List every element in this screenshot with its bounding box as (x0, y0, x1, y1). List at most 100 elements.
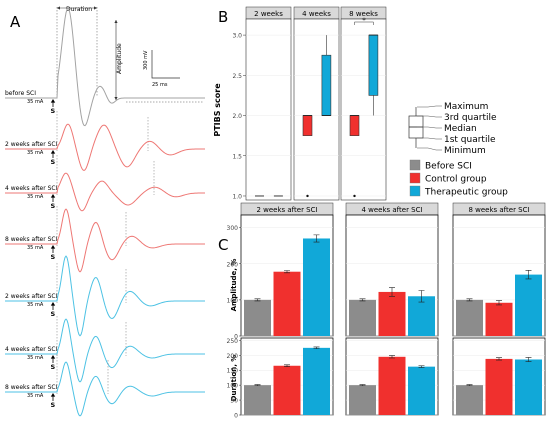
emg-trace-7 (5, 361, 205, 417)
emg-trace-3 (5, 172, 206, 212)
stim-mark-5: S (51, 310, 56, 318)
ptibs-box (321, 54, 332, 116)
bar-tick-label: 300 (227, 225, 239, 232)
ptibs-y-axis-label: PTIBS score (213, 83, 222, 137)
stim-arrow-4 (50, 245, 56, 249)
bar-control-group (273, 271, 301, 336)
trace-group-3: 4 weeks after SCI 35 mA S (5, 155, 206, 212)
stim-arrow-7 (50, 393, 56, 397)
bar-tick-label: 150 (227, 368, 239, 375)
trace-label-7: 8 weeks after SCI (5, 384, 58, 391)
stim-mark-6: S (51, 363, 56, 371)
stim-arrow-6 (50, 355, 56, 359)
stim-mark-1: S (51, 107, 56, 115)
error-bar (313, 346, 320, 350)
bar-before-sci (349, 385, 376, 415)
trace-label-2: 2 weeks after SCI (5, 141, 58, 148)
legend-box-item: Median (444, 124, 477, 134)
ptibs-box (349, 115, 360, 136)
trace-label-3: 4 weeks after SCI (5, 185, 58, 192)
trace-label-4: 8 weeks after SCI (5, 236, 58, 243)
emg-trace-5 (5, 255, 205, 337)
bar-tick-label: 200 (227, 353, 239, 360)
stim-arrow-5 (50, 302, 56, 306)
bar-therapeutic-group (515, 274, 542, 336)
stim-intensity-4: 35 mA (27, 245, 44, 251)
error-bar (284, 364, 290, 367)
ptibs-facet-label: 8 weeks (349, 10, 378, 18)
bar-tick-label: 200 (227, 261, 239, 268)
legend-leader (417, 126, 442, 129)
error-bar (359, 298, 366, 302)
amplitude-y-axis-label: Amplitude, % (230, 259, 238, 312)
ptibs-tick-label: 1.5 (232, 153, 242, 160)
bar-control-group (378, 356, 406, 415)
bar-control-group (273, 365, 301, 415)
ptibs-box (302, 115, 313, 136)
emg-trace-1 (5, 7, 205, 127)
stim-arrow-1 (50, 99, 56, 103)
emg-trace-2 (5, 123, 205, 172)
panel-a-letter: A (10, 13, 21, 31)
error-bar (466, 298, 473, 302)
bar-therapeutic-group (303, 238, 330, 336)
bar-tick-label: 0 (234, 413, 238, 420)
legend-group-label: Therapeutic group (424, 188, 508, 198)
stim-mark-3: S (51, 202, 56, 210)
error-bar (313, 234, 320, 243)
significance-bracket (354, 21, 374, 25)
trace-group-7: 8 weeks after SCI 35 mA S (5, 354, 205, 417)
bar-control-group (378, 291, 406, 336)
panel-b-letter: B (218, 8, 228, 26)
bar-tick-label: 100 (227, 297, 239, 304)
ptibs-facet-label: 2 weeks (254, 10, 283, 18)
ptibs-tick-label: 1.0 (232, 193, 242, 200)
stim-intensity-6: 35 mA (27, 355, 44, 361)
trace-label-5: 2 weeks after SCI (5, 293, 58, 300)
bar-tick-label: 250 (227, 338, 239, 345)
trace-group-5: 2 weeks after SCI 35 mA S (5, 255, 205, 337)
bar-therapeutic-group (303, 347, 330, 415)
legend-group-label: Before SCI (425, 162, 472, 172)
error-bar (418, 290, 425, 303)
bar-facet-label: 4 weeks after SCI (361, 206, 422, 214)
legend-box-item: Maximum (444, 102, 488, 112)
scale-bar (151, 50, 180, 79)
error-bar (284, 270, 290, 274)
bar-before-sci (244, 299, 271, 336)
legend-swatch (409, 172, 421, 184)
legend-leader (417, 105, 442, 108)
error-bar (525, 269, 532, 280)
error-bar (254, 298, 261, 302)
ptibs-outlier (306, 194, 309, 198)
ptibs-facet-panel (293, 18, 340, 201)
error-bar (466, 384, 473, 387)
stim-mark-7: S (51, 401, 56, 409)
bar-therapeutic-group (408, 366, 435, 415)
trace-group-1: before SCI 35 mA S (5, 7, 205, 127)
ptibs-tick-label: 2.5 (232, 73, 242, 80)
bar-tick-label: 50 (230, 398, 238, 405)
stim-intensity-2: 35 mA (27, 150, 44, 156)
scale-voltage-label: 300 mV (143, 50, 149, 70)
bar-facet-label: 8 weeks after SCI (468, 206, 529, 214)
trace-label-1: before SCI (5, 90, 36, 97)
stim-intensity-7: 35 mA (27, 393, 44, 399)
legend-swatch (409, 185, 421, 197)
legend-swatch (409, 159, 421, 171)
legend-box-item: 1st quartile (444, 135, 496, 145)
stim-intensity-3: 35 mA (27, 194, 44, 200)
trace-group-6: 4 weeks after SCI 35 mA S (5, 316, 205, 383)
ptibs-tick-label: 2.0 (232, 113, 242, 120)
bar-control-group (485, 358, 513, 415)
bar-therapeutic-group (515, 359, 542, 415)
bar-control-group (485, 302, 513, 336)
error-bar (254, 384, 261, 387)
bar-before-sci (349, 299, 376, 336)
ptibs-box (368, 34, 379, 96)
legend-leader (417, 115, 442, 118)
stim-mark-4: S (51, 253, 56, 261)
error-bar (418, 365, 425, 368)
